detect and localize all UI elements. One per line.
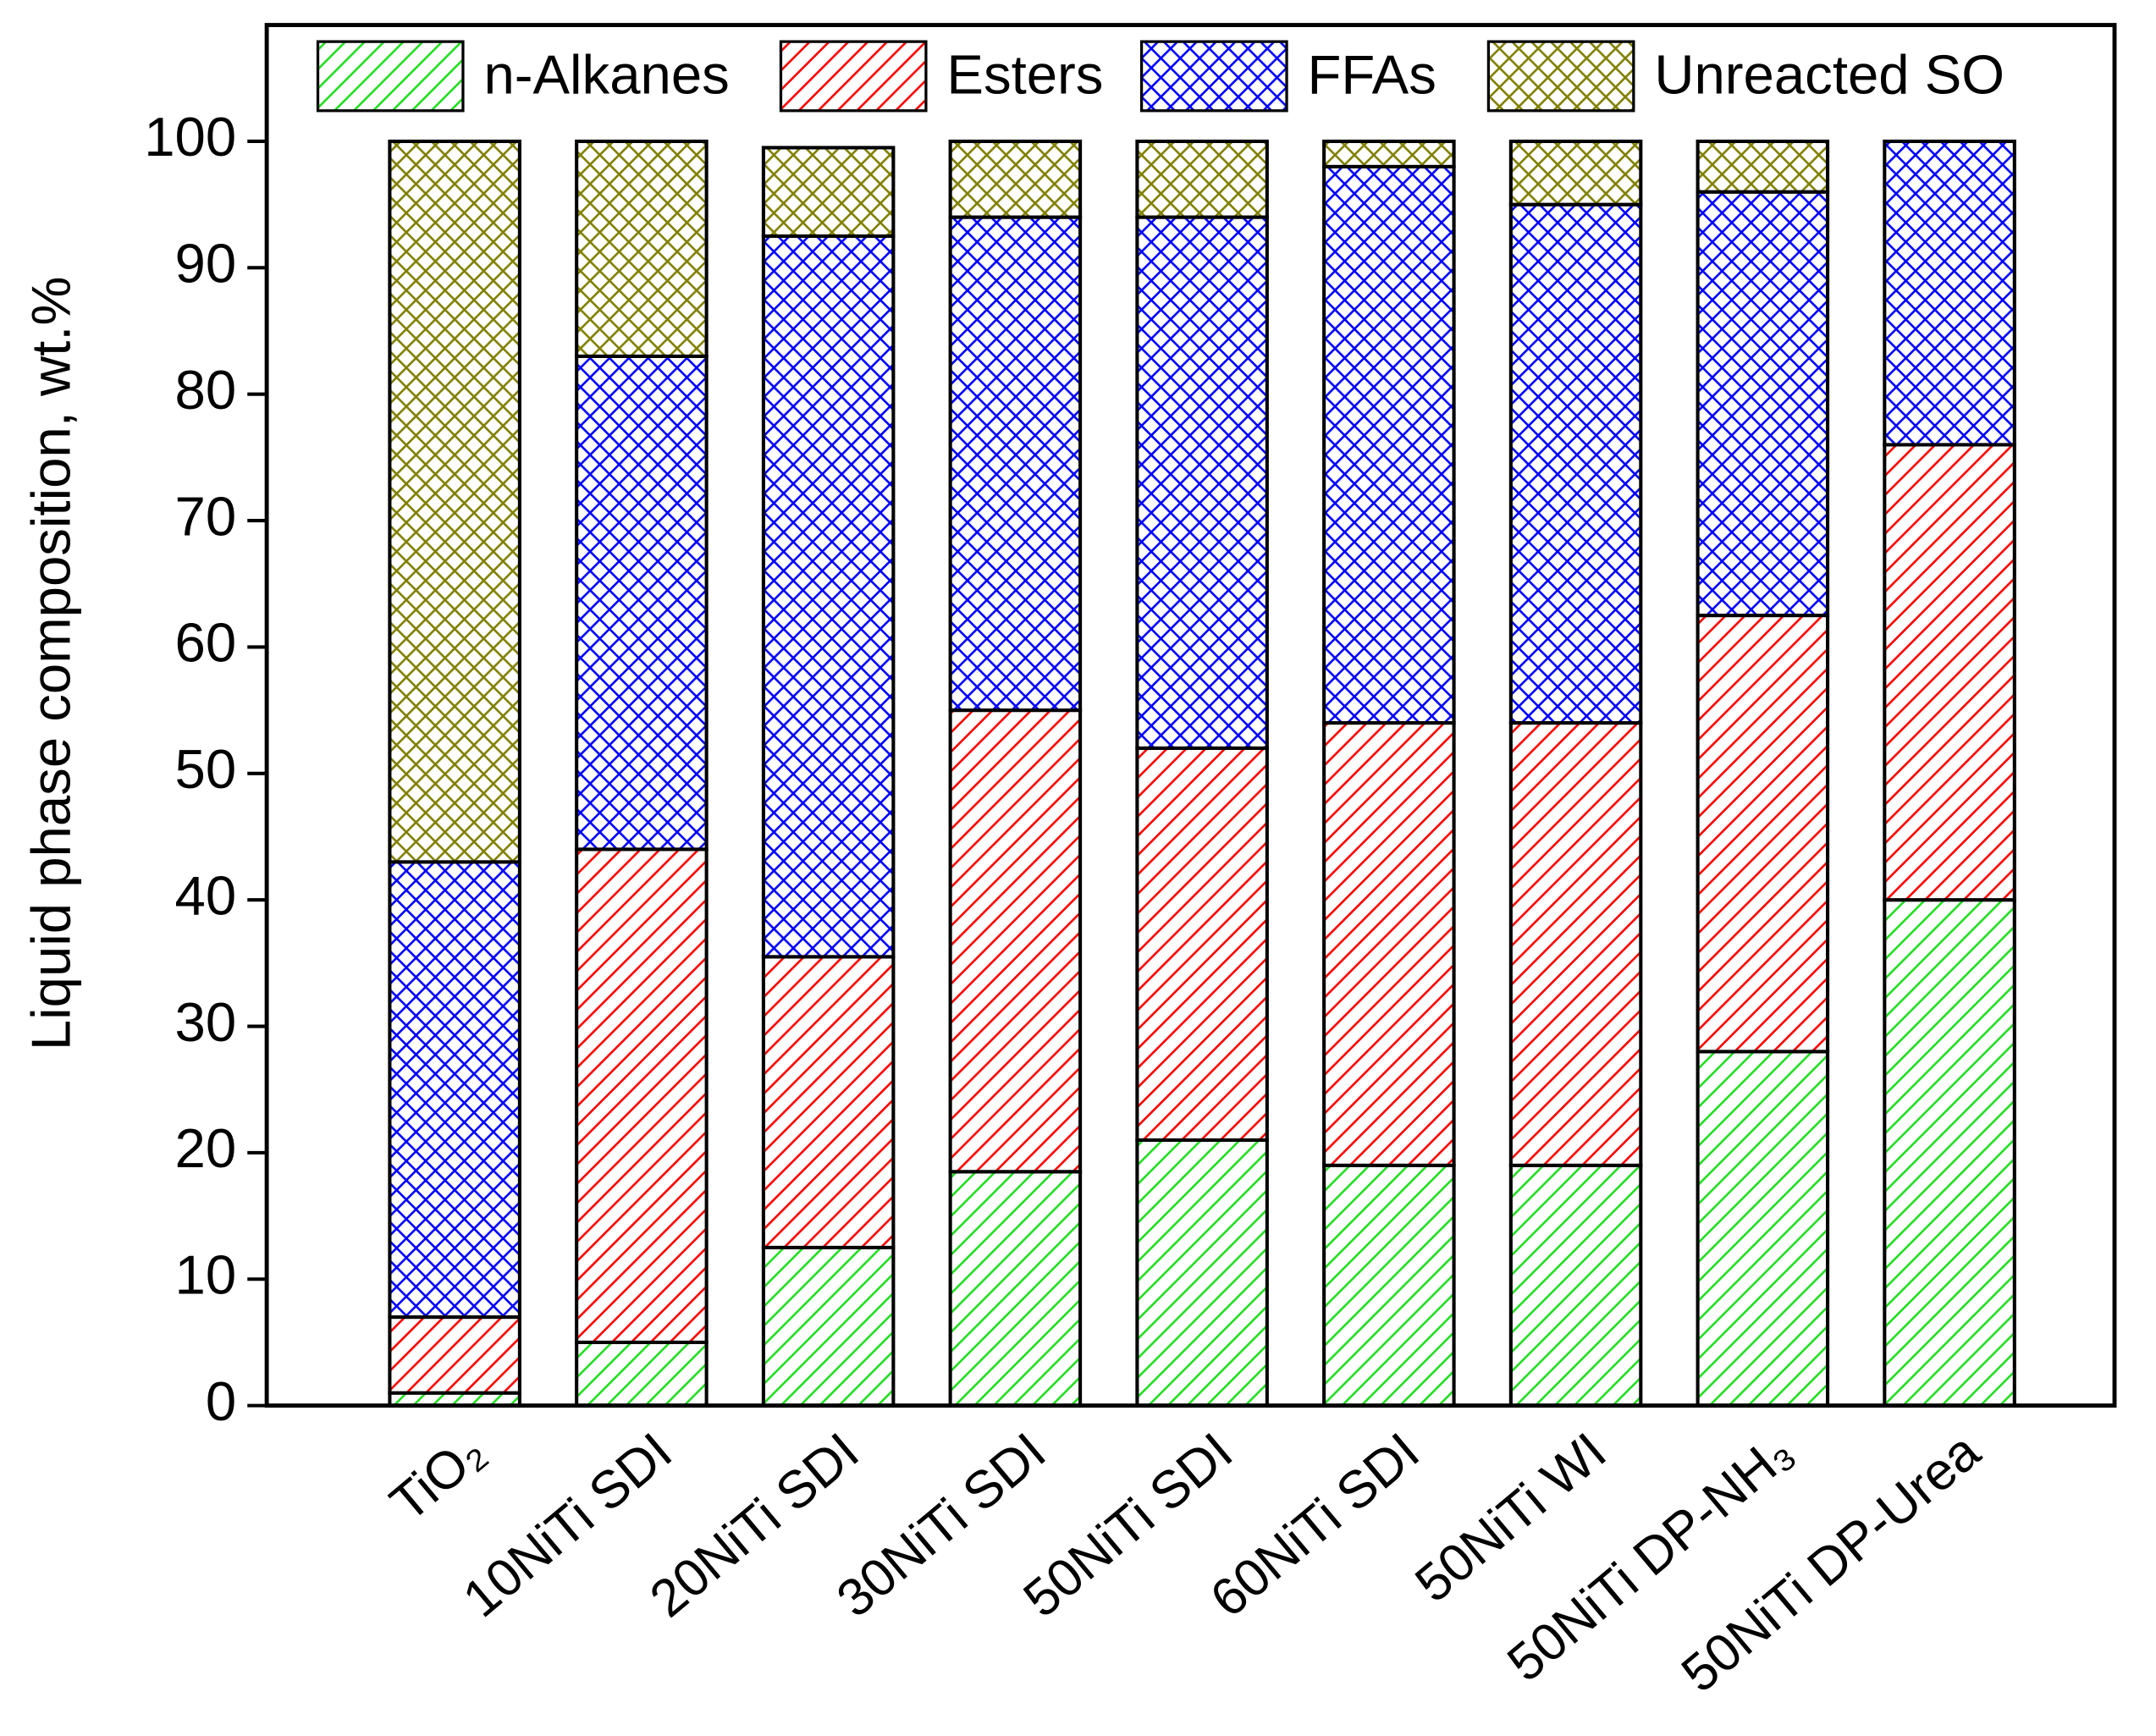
- y-tick-label: 20: [175, 1117, 237, 1179]
- y-tick-label: 40: [175, 864, 237, 926]
- legend-label: n-Alkanes: [483, 43, 729, 105]
- bar-segment: [1696, 614, 1830, 1054]
- bar-segment: [948, 139, 1083, 219]
- y-tick-label: 60: [175, 612, 237, 674]
- x-tick-label: 50NiTi SDI: [1013, 1422, 1243, 1629]
- y-axis-label: Liquid phase composition, wt.%: [20, 277, 82, 1051]
- y-tick-label: 80: [175, 359, 237, 421]
- bar-segment: [1508, 1163, 1643, 1408]
- bar-segment: [575, 847, 709, 1344]
- x-tick-label: 60NiTi SDI: [1199, 1422, 1430, 1629]
- bar-segment: [388, 1315, 521, 1395]
- bar-segment: [761, 234, 896, 959]
- bar-segment: [575, 139, 709, 358]
- bar-segment: [948, 1170, 1083, 1408]
- bar-segment: [1508, 721, 1643, 1167]
- bar-segment: [1883, 898, 2016, 1408]
- bar-segment: [575, 1340, 709, 1408]
- bar-segment: [948, 215, 1083, 713]
- y-tick-label: 30: [175, 991, 237, 1053]
- bar-segment: [1696, 139, 1830, 194]
- x-tick-label: TiO₂: [379, 1422, 496, 1533]
- bar-segment: [948, 708, 1083, 1174]
- bar-segment: [1135, 215, 1269, 750]
- x-tick-label: 20NiTi SDI: [639, 1422, 869, 1629]
- y-tick-label: 100: [144, 106, 236, 168]
- legend-label: Unreacted SO: [1654, 43, 2004, 105]
- bar-segment: [1322, 1163, 1456, 1408]
- bar-segment: [388, 139, 521, 864]
- bar-segment: [1508, 202, 1643, 725]
- y-tick-label: 70: [175, 485, 237, 547]
- x-tick-label: 10NiTi SDI: [452, 1422, 682, 1629]
- y-tick-label: 0: [206, 1370, 236, 1432]
- bar-segment: [1883, 443, 2016, 902]
- bar-segment: [1135, 1138, 1269, 1408]
- bar-segment: [1322, 721, 1456, 1167]
- legend-swatch: [316, 40, 465, 113]
- bar-segment: [1696, 1050, 1830, 1408]
- legend-swatch: [1486, 40, 1635, 113]
- legend-swatch: [1139, 40, 1288, 113]
- plot-frame: [264, 23, 2117, 1408]
- y-tick-label: 50: [175, 738, 237, 800]
- bar-segment: [761, 955, 896, 1249]
- bar-segment: [1508, 139, 1643, 207]
- y-tick-label: 90: [175, 233, 237, 295]
- bar-segment: [1322, 164, 1456, 725]
- legend-swatch: [779, 40, 928, 113]
- bar-segment: [1696, 190, 1830, 618]
- bar-segment: [1135, 746, 1269, 1142]
- bar-segment: [1322, 139, 1456, 168]
- x-tick-label: 30NiTi SDI: [826, 1422, 1056, 1629]
- y-tick-label: 10: [175, 1244, 237, 1306]
- bar-segment: [1883, 139, 2016, 447]
- bar-segment: [575, 354, 709, 851]
- legend-label: Esters: [946, 43, 1103, 105]
- bar-segment: [761, 146, 896, 239]
- legend-label: FFAs: [1308, 43, 1436, 105]
- bar-segment: [761, 1245, 896, 1408]
- bar-segment: [1135, 139, 1269, 219]
- bar-segment: [388, 860, 521, 1320]
